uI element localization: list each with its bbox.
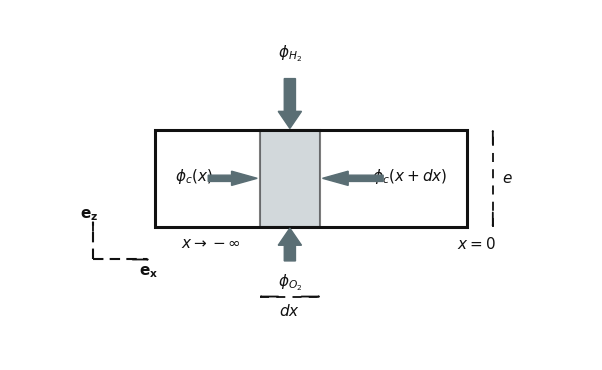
FancyArrow shape xyxy=(278,78,302,128)
Text: $\phi_c(x+dx)$: $\phi_c(x+dx)$ xyxy=(371,167,447,186)
Text: $\mathbf{e_z}$: $\mathbf{e_z}$ xyxy=(80,208,98,223)
Text: $dx$: $dx$ xyxy=(279,303,300,319)
Bar xyxy=(155,130,467,227)
Text: $\phi_c(x)$: $\phi_c(x)$ xyxy=(175,167,213,186)
FancyArrow shape xyxy=(208,171,257,185)
FancyArrow shape xyxy=(278,228,302,261)
Text: $x=0$: $x=0$ xyxy=(457,236,496,252)
Bar xyxy=(259,130,320,227)
Text: $\mathbf{e_x}$: $\mathbf{e_x}$ xyxy=(140,265,158,280)
Text: $e$: $e$ xyxy=(502,171,513,186)
FancyArrow shape xyxy=(323,171,383,185)
Text: $\phi_{H_2}$: $\phi_{H_2}$ xyxy=(278,44,302,64)
Text: $x \rightarrow -\infty$: $x \rightarrow -\infty$ xyxy=(181,236,240,251)
Text: $\phi_{O_2}$: $\phi_{O_2}$ xyxy=(278,272,302,293)
